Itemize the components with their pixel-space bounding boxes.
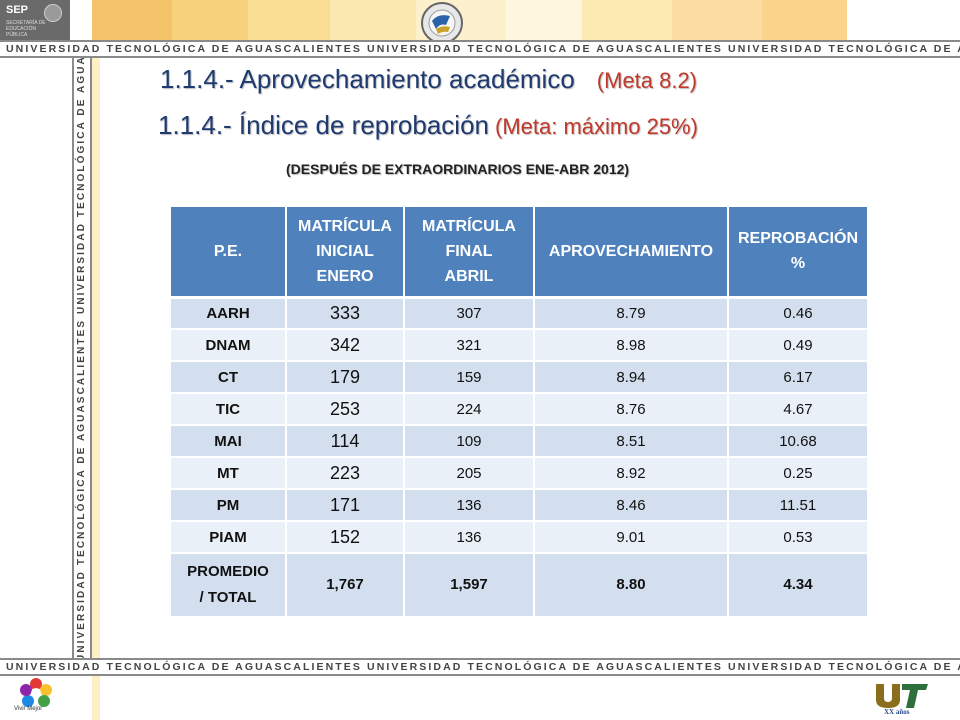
cell-pe: AARH bbox=[171, 297, 287, 330]
subtitle-period: (DESPUÉS DE EXTRAORDINARIOS ENE-ABR 2012… bbox=[286, 161, 630, 177]
table-row: TIC 253 224 8.76 4.67 bbox=[171, 393, 867, 426]
cell-reprob: 10.68 bbox=[728, 425, 867, 458]
header-matricula-final: MATRÍCULA FINAL ABRIL bbox=[404, 207, 535, 299]
cell-pe: MT bbox=[171, 457, 287, 490]
cell-pe: CT bbox=[171, 361, 287, 394]
cell-total-final: 1,597 bbox=[404, 553, 535, 618]
decorative-color-band bbox=[92, 0, 847, 42]
cell-reprob: 4.67 bbox=[728, 393, 867, 426]
table-total-row: PROMEDIO / TOTAL 1,767 1,597 8.80 4.34 bbox=[171, 553, 867, 618]
sep-label: SEP bbox=[6, 4, 29, 16]
header-aprovechamiento: APROVECHAMIENTO bbox=[534, 207, 729, 299]
cell-inicial: 179 bbox=[286, 361, 405, 394]
cell-reprob: 0.53 bbox=[728, 521, 867, 554]
title-reprobacion-meta: (Meta: máximo 25%) bbox=[495, 114, 698, 139]
sep-subtitle: SECRETARÍA DE EDUCACIÓN PÚBLICA bbox=[6, 20, 46, 38]
cell-pe: MAI bbox=[171, 425, 287, 458]
cell-reprob: 0.49 bbox=[728, 329, 867, 362]
title-reprobacion: 1.1.4.- Índice de reprobación (Meta: máxi… bbox=[158, 110, 698, 141]
cell-final: 321 bbox=[404, 329, 535, 362]
cell-inicial: 342 bbox=[286, 329, 405, 362]
vertical-banner-text: UNIVERSIDAD TECNOLÓGICA DE AGUASCALIENTE… bbox=[76, 58, 87, 662]
cell-inicial: 223 bbox=[286, 457, 405, 490]
title-reprobacion-text: 1.1.4.- Índice de reprobación bbox=[158, 110, 489, 140]
title-aprovechamiento-meta: (Meta 8.2) bbox=[596, 68, 698, 93]
header-reprobacion: REPROBACIÓN% bbox=[728, 207, 867, 299]
vivir-mejor-label: Vivir Mejor bbox=[14, 706, 43, 712]
table-row: MT 223 205 8.92 0.25 bbox=[171, 457, 867, 490]
table-row: PIAM 152 136 9.01 0.53 bbox=[171, 521, 867, 554]
cell-final: 136 bbox=[404, 489, 535, 522]
cell-pe: TIC bbox=[171, 393, 287, 426]
cell-final: 224 bbox=[404, 393, 535, 426]
top-university-banner: UNIVERSIDAD TECNOLÓGICA DE AGUASCALIENTE… bbox=[0, 40, 960, 58]
cell-reprob: 0.25 bbox=[728, 457, 867, 490]
cell-inicial: 171 bbox=[286, 489, 405, 522]
table-row: DNAM 342 321 8.98 0.49 bbox=[171, 329, 867, 362]
cell-aprov: 8.51 bbox=[534, 425, 729, 458]
title-aprovechamiento-text: 1.1.4.- Aprovechamiento académico bbox=[160, 64, 575, 94]
table-row: PM 171 136 8.46 11.51 bbox=[171, 489, 867, 522]
vivir-mejor-logo bbox=[20, 678, 52, 707]
cell-final: 159 bbox=[404, 361, 535, 394]
cell-pe: PIAM bbox=[171, 521, 287, 554]
cell-aprov: 8.79 bbox=[534, 297, 729, 330]
cell-total-reprob: 4.34 bbox=[728, 553, 867, 618]
bottom-banner-text: UNIVERSIDAD TECNOLÓGICA DE AGUASCALIENTE… bbox=[6, 661, 960, 673]
cell-final: 205 bbox=[404, 457, 535, 490]
cell-total-aprov: 8.80 bbox=[534, 553, 729, 618]
bottom-university-banner: UNIVERSIDAD TECNOLÓGICA DE AGUASCALIENTE… bbox=[0, 658, 960, 676]
cell-total-label: PROMEDIO / TOTAL bbox=[171, 553, 287, 618]
cell-reprob: 6.17 bbox=[728, 361, 867, 394]
cell-final: 109 bbox=[404, 425, 535, 458]
header-pe: P.E. bbox=[171, 207, 287, 299]
cell-aprov: 8.98 bbox=[534, 329, 729, 362]
sep-logo: SEP SECRETARÍA DE EDUCACIÓN PÚBLICA bbox=[0, 0, 70, 42]
cell-aprov: 8.94 bbox=[534, 361, 729, 394]
ut-xx-anniversary-logo: XX años bbox=[876, 684, 928, 716]
ut-seal-logo bbox=[421, 2, 463, 44]
cell-inicial: 152 bbox=[286, 521, 405, 554]
cell-aprov: 8.76 bbox=[534, 393, 729, 426]
table-header-row: P.E. MATRÍCULA INICIAL ENERO MATRÍCULA FINA… bbox=[171, 207, 867, 299]
cell-inicial: 253 bbox=[286, 393, 405, 426]
cell-final: 307 bbox=[404, 297, 535, 330]
cell-pe: PM bbox=[171, 489, 287, 522]
cell-aprov: 9.01 bbox=[534, 521, 729, 554]
cell-aprov: 8.46 bbox=[534, 489, 729, 522]
vertical-accent-strip bbox=[92, 58, 100, 662]
cell-inicial: 114 bbox=[286, 425, 405, 458]
top-banner-text: UNIVERSIDAD TECNOLÓGICA DE AGUASCALIENTE… bbox=[6, 43, 960, 55]
cell-aprov: 8.92 bbox=[534, 457, 729, 490]
header-right-area bbox=[847, 0, 960, 42]
cell-reprob: 11.51 bbox=[728, 489, 867, 522]
cell-final: 136 bbox=[404, 521, 535, 554]
table-row: MAI 114 109 8.51 10.68 bbox=[171, 425, 867, 458]
cell-pe: DNAM bbox=[171, 329, 287, 362]
mexico-shield-icon bbox=[44, 4, 62, 22]
table-row: CT 179 159 8.94 6.17 bbox=[171, 361, 867, 394]
bottom-accent-strip bbox=[92, 676, 100, 720]
cell-reprob: 0.46 bbox=[728, 297, 867, 330]
table-row: AARH 333 307 8.79 0.46 bbox=[171, 297, 867, 330]
cell-inicial: 333 bbox=[286, 297, 405, 330]
vertical-university-banner: UNIVERSIDAD TECNOLÓGICA DE AGUASCALIENTE… bbox=[72, 58, 92, 662]
cell-total-inicial: 1,767 bbox=[286, 553, 405, 618]
xx-anos-text: XX años bbox=[884, 708, 910, 716]
header-matricula-inicial: MATRÍCULA INICIAL ENERO bbox=[286, 207, 405, 299]
title-aprovechamiento: 1.1.4.- Aprovechamiento académico (Meta 8… bbox=[160, 64, 697, 95]
results-table: P.E. MATRÍCULA INICIAL ENERO MATRÍCULA FINA… bbox=[171, 207, 867, 618]
